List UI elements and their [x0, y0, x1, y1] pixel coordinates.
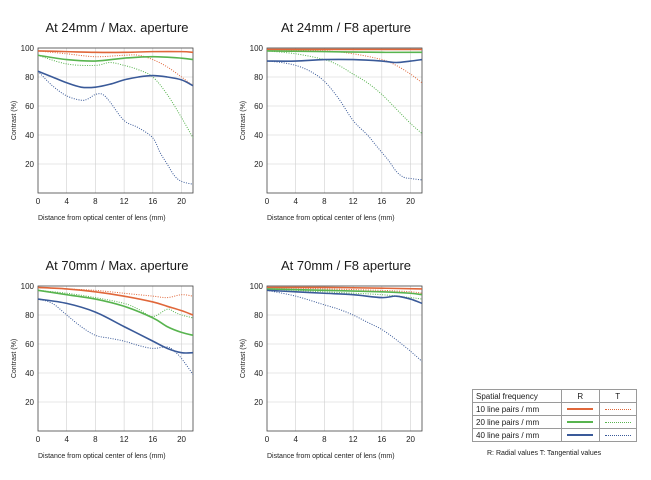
series-10-tangential — [266, 48, 423, 84]
y-tick-label: 100 — [21, 282, 35, 291]
x-tick-label: 8 — [322, 435, 327, 444]
series-40-tangential — [266, 289, 423, 362]
x-axis-label: Distance from optical center of lens (mm… — [38, 453, 166, 460]
legend-row-label: 10 line pairs / mm — [472, 402, 562, 416]
x-tick-label: 12 — [349, 197, 358, 206]
legend-header: Spatial frequency — [472, 389, 562, 403]
legend-table: Spatial frequency R T 10 line pairs / mm… — [472, 389, 637, 442]
legend-col-t: T — [598, 389, 637, 403]
chart-title-4: At 70mm / F8 aperture — [280, 258, 412, 273]
x-axis-label: Distance from optical center of lens (mm… — [38, 215, 166, 222]
y-tick-label: 20 — [25, 398, 34, 407]
legend-swatch-r-40 — [561, 428, 600, 442]
legend-swatch-r-10 — [561, 402, 600, 416]
y-tick-label: 20 — [25, 160, 34, 169]
x-tick-label: 0 — [36, 197, 41, 206]
chart-title-1: At 24mm / Max. aperture — [45, 20, 189, 35]
x-axis-label: Distance from optical center of lens (mm… — [267, 453, 395, 460]
x-tick-label: 12 — [349, 435, 358, 444]
legend-col-r: R — [561, 389, 600, 403]
y-tick-label: 40 — [25, 369, 34, 378]
x-tick-label: 4 — [64, 197, 69, 206]
series-10-radial — [266, 286, 423, 290]
y-tick-label: 60 — [25, 340, 34, 349]
y-tick-label: 60 — [254, 340, 263, 349]
series-40-radial — [37, 70, 194, 89]
series-10-tangential — [37, 286, 194, 299]
x-tick-label: 20 — [177, 197, 186, 206]
y-axis-label: Contrast (%) — [240, 339, 247, 378]
legend-swatch-r-20 — [561, 415, 600, 429]
series-10-radial — [37, 50, 194, 54]
legend-footnote: R: Radial values T: Tangential values — [487, 450, 602, 457]
series-20-radial — [37, 54, 194, 62]
series-10-tangential — [37, 50, 194, 87]
x-tick-label: 0 — [265, 435, 270, 444]
series-20-tangential — [37, 54, 194, 139]
y-tick-label: 40 — [254, 369, 263, 378]
y-axis-label: Contrast (%) — [11, 101, 18, 140]
x-tick-label: 20 — [406, 435, 415, 444]
x-tick-label: 8 — [93, 197, 98, 206]
plot-frame — [266, 285, 423, 432]
y-tick-label: 40 — [254, 131, 263, 140]
x-tick-label: 4 — [293, 435, 298, 444]
series-20-radial — [266, 288, 423, 296]
x-tick-label: 4 — [64, 435, 69, 444]
x-tick-label: 12 — [120, 435, 129, 444]
y-axis-label: Contrast (%) — [240, 101, 247, 140]
x-tick-label: 4 — [293, 197, 298, 206]
x-tick-label: 0 — [36, 435, 41, 444]
series-20-radial — [266, 50, 423, 54]
y-tick-label: 100 — [250, 44, 264, 53]
x-tick-label: 20 — [406, 197, 415, 206]
chart-title-2: At 24mm / F8 aperture — [280, 20, 412, 35]
series-40-radial — [37, 298, 194, 354]
x-tick-label: 8 — [93, 435, 98, 444]
series-20-radial — [37, 289, 194, 337]
series-40-tangential — [266, 60, 423, 181]
series-40-radial — [266, 289, 423, 305]
series-20-tangential — [37, 289, 194, 319]
y-tick-label: 80 — [25, 73, 34, 82]
series-40-tangential — [37, 70, 194, 185]
legend-swatch-t-10 — [598, 402, 637, 416]
x-tick-label: 0 — [265, 197, 270, 206]
x-tick-label: 16 — [377, 197, 386, 206]
y-tick-label: 100 — [250, 282, 264, 291]
x-tick-label: 8 — [322, 197, 327, 206]
y-tick-label: 100 — [21, 44, 35, 53]
y-tick-label: 60 — [254, 102, 263, 111]
plot-frame — [37, 47, 194, 194]
y-tick-label: 80 — [25, 311, 34, 320]
y-tick-label: 20 — [254, 160, 263, 169]
legend-swatch-t-40 — [598, 428, 637, 442]
series-20-tangential — [266, 50, 423, 134]
series-10-radial — [37, 286, 194, 316]
series-10-tangential — [266, 286, 423, 294]
legend-row-label: 40 line pairs / mm — [472, 428, 562, 442]
legend-row-label: 20 line pairs / mm — [472, 415, 562, 429]
legend-swatch-t-20 — [598, 415, 637, 429]
plot-frame — [37, 285, 194, 432]
x-tick-label: 16 — [377, 435, 386, 444]
y-axis-label: Contrast (%) — [11, 339, 18, 378]
series-20-tangential — [266, 288, 423, 300]
y-tick-label: 60 — [25, 102, 34, 111]
x-axis-label: Distance from optical center of lens (mm… — [267, 215, 395, 222]
y-tick-label: 20 — [254, 398, 263, 407]
series-40-radial — [266, 58, 423, 64]
series-40-tangential — [37, 298, 194, 375]
x-tick-label: 12 — [120, 197, 129, 206]
x-tick-label: 20 — [177, 435, 186, 444]
plot-frame — [266, 47, 423, 194]
y-tick-label: 40 — [25, 131, 34, 140]
x-tick-label: 16 — [148, 435, 157, 444]
chart-title-3: At 70mm / Max. aperture — [45, 258, 189, 273]
y-tick-label: 80 — [254, 73, 263, 82]
x-tick-label: 16 — [148, 197, 157, 206]
y-tick-label: 80 — [254, 311, 263, 320]
